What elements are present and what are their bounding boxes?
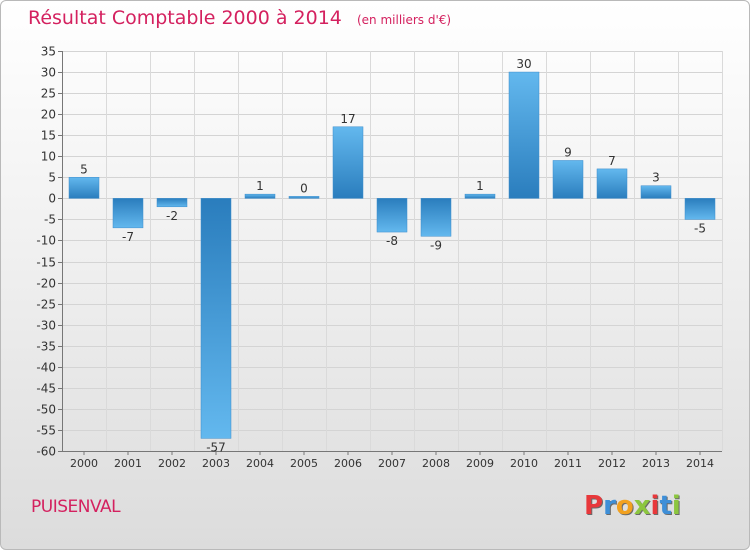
bar [596, 168, 628, 199]
bar [508, 71, 540, 199]
bar [200, 198, 232, 439]
y-tick-label: 5 [48, 171, 56, 185]
bar [68, 177, 100, 199]
logo-letter: o [615, 491, 634, 521]
y-tick-label: -20 [36, 277, 56, 291]
y-tick-label: -30 [36, 319, 56, 333]
x-tick-label: 2011 [554, 457, 582, 470]
bar [112, 198, 144, 229]
data-label: 1 [256, 179, 264, 193]
x-tick-label: 2013 [642, 457, 670, 470]
y-tick-labels: 35 30 25 20 15 10 5 0 -5 -10 -15 -20 -25 -30 -35 -40 -45… [36, 45, 56, 459]
x-tick-label: 2012 [598, 457, 626, 470]
y-tick-label: -50 [36, 403, 56, 417]
bar [156, 198, 188, 208]
x-tick-label: 2002 [158, 457, 186, 470]
y-tick-label: 10 [41, 150, 56, 164]
data-label: -2 [166, 209, 178, 223]
commune-name: PUISENVAL [31, 497, 121, 517]
chart-title: Résultat Comptable 2000 à 2014 [28, 7, 342, 29]
data-label: 30 [516, 57, 531, 71]
y-tick-label: 30 [41, 66, 56, 80]
x-tick-label: 2006 [334, 457, 362, 470]
bar [288, 196, 320, 199]
data-label: 0 [300, 181, 308, 195]
y-tick-label: 20 [41, 108, 56, 122]
bar [244, 193, 276, 199]
data-label: -7 [122, 230, 134, 244]
logo-letter: i [650, 491, 660, 521]
bar [420, 198, 452, 237]
y-tick-label: -15 [36, 256, 56, 270]
chart-unit: (en milliers d'€) [356, 13, 452, 27]
data-label: -8 [386, 234, 398, 248]
bars [68, 71, 716, 439]
data-label: 17 [340, 112, 355, 126]
y-tick-label: -5 [44, 213, 56, 227]
proxiti-logo: Proxiti [584, 491, 681, 521]
logo-letter: P [584, 491, 604, 521]
data-label: 5 [80, 162, 88, 176]
y-tick-label: 35 [41, 45, 56, 59]
bar [640, 185, 672, 199]
x-tick-label: 2005 [290, 457, 318, 470]
x-tick-label: 2004 [246, 457, 274, 470]
data-label: 7 [608, 154, 616, 168]
y-tick-label: -35 [36, 340, 56, 354]
data-label: -5 [694, 221, 706, 235]
grid-lines [62, 51, 723, 452]
y-tick-label: -25 [36, 298, 56, 312]
x-tick-label: 2007 [378, 457, 406, 470]
bar [464, 193, 496, 199]
y-tick-label: -60 [36, 445, 56, 459]
y-tick-label: -55 [36, 424, 56, 438]
data-label: 3 [652, 171, 660, 185]
bar [684, 198, 716, 220]
y-tick-label: 0 [48, 192, 56, 206]
axes [58, 51, 722, 455]
x-tick-label: 2010 [510, 457, 538, 470]
data-label: -9 [430, 238, 442, 252]
x-tick-label: 2008 [422, 457, 450, 470]
logo-letter: r [603, 491, 616, 521]
logo-letter: t [659, 491, 672, 521]
y-tick-label: -45 [36, 382, 56, 396]
y-tick-label: 25 [41, 87, 56, 101]
data-label: 9 [564, 145, 572, 159]
logo-letter: i [671, 491, 681, 521]
logo-letter: x [633, 491, 651, 521]
x-tick-label: 2014 [686, 457, 714, 470]
bar [332, 126, 364, 199]
data-label: -57 [206, 440, 226, 454]
bar [552, 160, 584, 199]
bar [376, 198, 408, 233]
x-tick-label: 2000 [70, 457, 98, 470]
data-label: 1 [476, 179, 484, 193]
y-tick-label: -40 [36, 361, 56, 375]
data-labels: 5 -7 -2 -57 1 0 17 -8 -9 1 30 9 7 3 -5 [80, 57, 706, 454]
y-tick-label: -10 [36, 234, 56, 248]
x-tick-label: 2001 [114, 457, 142, 470]
y-tick-label: 15 [41, 129, 56, 143]
x-tick-labels: 2000 2001 2002 2003 2004 2005 2006 2007 2008 2009… [70, 457, 714, 470]
x-tick-label: 2009 [466, 457, 494, 470]
title-row: Résultat Comptable 2000 à 2014 (en milli… [28, 7, 451, 29]
x-tick-label: 2003 [202, 457, 230, 470]
